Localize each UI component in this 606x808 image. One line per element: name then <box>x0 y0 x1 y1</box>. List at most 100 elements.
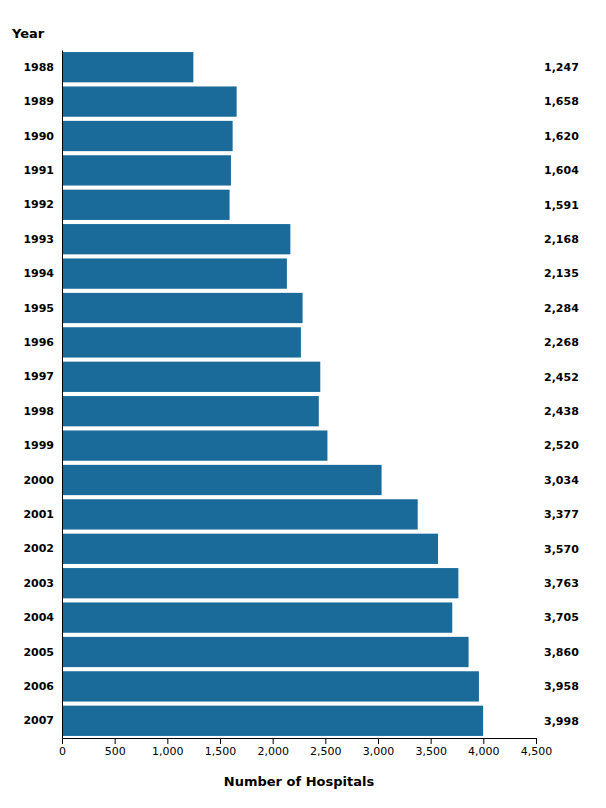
bar <box>62 396 319 426</box>
x-tick: 3,000 <box>363 738 395 758</box>
x-tick-mark <box>483 738 484 744</box>
y-tick-label: 2000 <box>23 474 54 487</box>
y-tick-label: 1992 <box>23 198 54 211</box>
x-tick-mark <box>431 738 432 744</box>
x-tick: 0 <box>59 738 66 758</box>
x-tick: 3,500 <box>415 738 447 758</box>
bar <box>62 465 382 495</box>
bar <box>62 190 230 220</box>
x-axis: 0 500 1,000 1,500 2,000 2,500 3,000 3,500 4,000 4… <box>59 738 552 758</box>
y-tick-label: 1994 <box>23 267 54 280</box>
y-tick-label: 2007 <box>23 714 54 727</box>
x-tick-label: 500 <box>105 745 126 758</box>
y-tick: 2001 <box>23 508 54 521</box>
y-tick: 1998 <box>23 405 54 418</box>
data-labels: 1,2471,6581,6201,6041,5912,1682,1352,284… <box>544 61 579 728</box>
y-tick-label: 2002 <box>23 542 54 555</box>
bar <box>62 706 483 736</box>
data-label: 3,958 <box>544 680 579 693</box>
x-tick: 2,500 <box>310 738 342 758</box>
x-axis-title: Number of Hospitals <box>224 774 375 789</box>
y-tick-label: 1999 <box>23 439 54 452</box>
data-label: 1,247 <box>544 61 579 74</box>
y-tick: 1999 <box>23 439 54 452</box>
x-tick: 4,500 <box>521 738 553 758</box>
x-tick-label: 3,500 <box>415 745 447 758</box>
bar <box>62 362 320 392</box>
bar <box>62 86 237 116</box>
data-label: 1,620 <box>544 130 579 143</box>
y-tick-label: 1988 <box>23 61 54 74</box>
y-tick: 1995 <box>23 302 54 315</box>
y-tick-label: 1995 <box>23 302 54 315</box>
x-tick: 2,000 <box>257 738 289 758</box>
y-tick-label: 1989 <box>23 95 54 108</box>
bars <box>62 52 483 736</box>
y-axis-title: Year <box>11 26 45 41</box>
x-tick-label: 0 <box>59 745 66 758</box>
x-tick-mark <box>273 738 274 744</box>
y-tick: 2003 <box>23 577 54 590</box>
x-tick: 1,000 <box>152 738 184 758</box>
x-tick: 1,500 <box>205 738 237 758</box>
y-tick-label: 1993 <box>23 233 54 246</box>
x-tick: 4,000 <box>468 738 500 758</box>
y-tick-label: 1998 <box>23 405 54 418</box>
y-tick-label: 1996 <box>23 336 54 349</box>
y-tick: 1996 <box>23 336 54 349</box>
bar <box>62 327 301 357</box>
y-tick-label: 2005 <box>23 646 54 659</box>
data-label: 2,452 <box>544 371 579 384</box>
x-tick-mark <box>167 738 168 744</box>
x-tick-mark <box>220 738 221 744</box>
y-tick: 2005 <box>23 646 54 659</box>
y-tick-label: 1990 <box>23 130 54 143</box>
data-label: 3,570 <box>544 543 579 556</box>
data-label: 2,168 <box>544 233 579 246</box>
y-tick: 1992 <box>23 198 54 211</box>
x-tick-mark <box>62 738 63 744</box>
y-tick: 1993 <box>23 233 54 246</box>
bar <box>62 155 231 185</box>
x-tick-mark <box>378 738 379 744</box>
x-tick-label: 4,000 <box>468 745 500 758</box>
data-label: 3,998 <box>544 715 579 728</box>
data-label: 2,135 <box>544 267 579 280</box>
bar <box>62 637 469 667</box>
y-tick: 2000 <box>23 474 54 487</box>
x-tick-label: 2,500 <box>310 745 342 758</box>
x-tick-label: 2,000 <box>257 745 289 758</box>
y-tick: 1990 <box>23 130 54 143</box>
y-axis-line <box>62 51 63 739</box>
y-tick: 1989 <box>23 95 54 108</box>
y-tick-label: 2003 <box>23 577 54 590</box>
y-tick: 1994 <box>23 267 54 280</box>
y-tick: 2004 <box>23 611 54 624</box>
x-axis-line <box>63 739 537 745</box>
x-tick-label: 1,000 <box>152 745 184 758</box>
y-tick-label: 2001 <box>23 508 54 521</box>
bar <box>62 534 438 564</box>
y-tick: 1997 <box>23 370 54 383</box>
data-label: 1,604 <box>544 164 579 177</box>
bar <box>62 121 233 151</box>
x-tick-mark <box>325 738 326 744</box>
x-tick-label: 4,500 <box>521 745 553 758</box>
y-tick-label: 1997 <box>23 370 54 383</box>
y-tick-label: 2004 <box>23 611 54 624</box>
x-tick-label: 1,500 <box>205 745 237 758</box>
bar <box>62 499 418 529</box>
y-tick: 2007 <box>23 714 54 727</box>
bar <box>62 52 193 82</box>
y-tick: 2006 <box>23 680 54 693</box>
x-tick: 500 <box>105 738 126 758</box>
chart: 0 500 1,000 1,500 2,000 2,500 3,000 3,500 4,000 4… <box>0 0 606 808</box>
data-label: 2,438 <box>544 405 579 418</box>
data-label: 2,284 <box>544 302 579 315</box>
y-tick: 1991 <box>23 164 54 177</box>
y-tick: 1988 <box>23 61 54 74</box>
data-label: 1,658 <box>544 95 579 108</box>
bar <box>62 293 303 323</box>
data-label: 3,705 <box>544 611 579 624</box>
bar <box>62 224 290 254</box>
